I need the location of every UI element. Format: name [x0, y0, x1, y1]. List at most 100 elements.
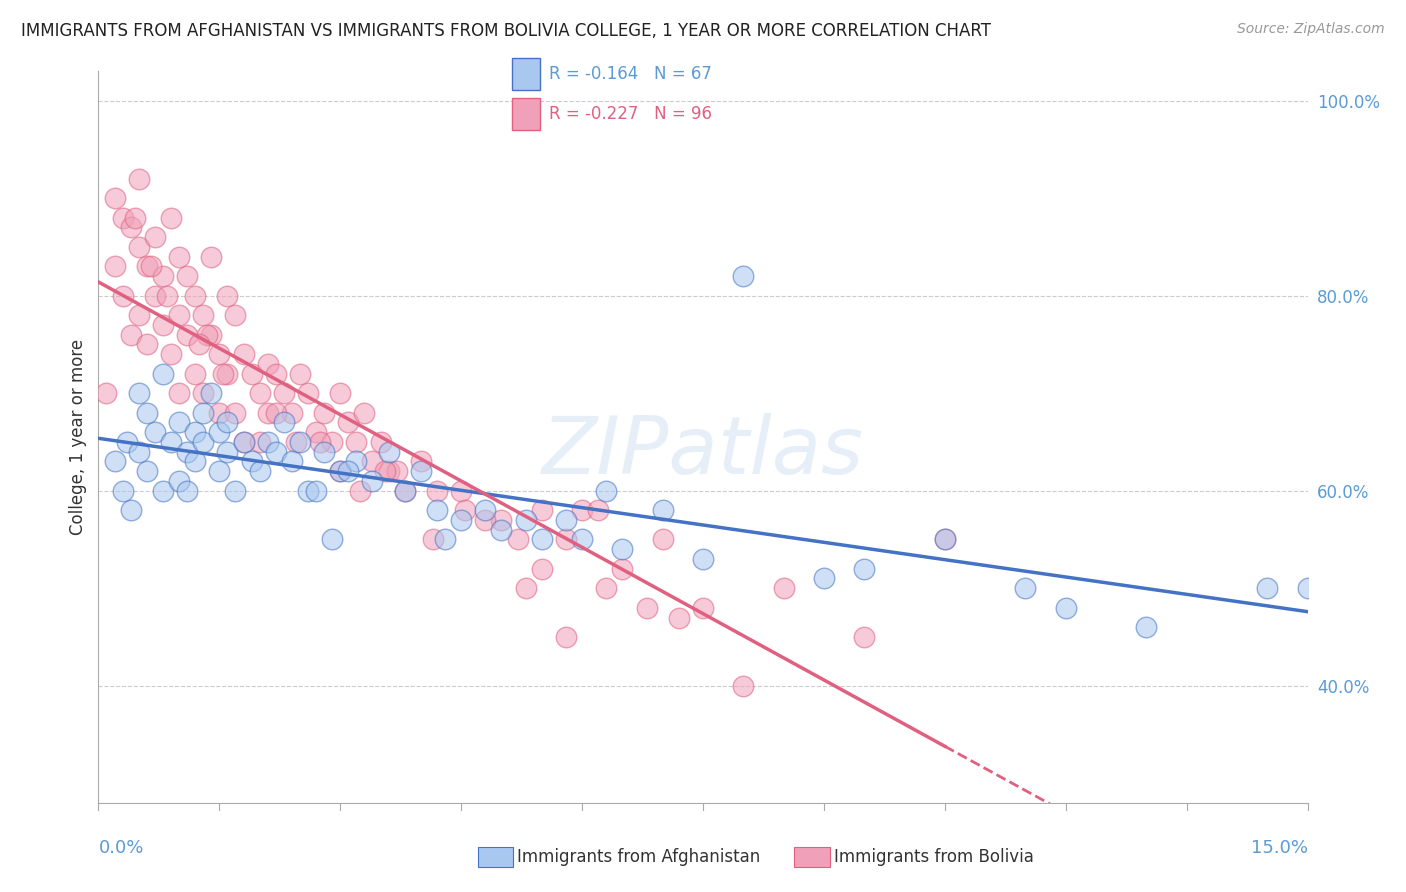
Point [240, 367, 263, 381]
Point [193, 434, 215, 449]
Point [143, 288, 166, 302]
Y-axis label: College, 1 year or more: College, 1 year or more [69, 339, 87, 535]
Point [208, 406, 231, 420]
Text: Source: ZipAtlas.com: Source: ZipAtlas.com [1237, 22, 1385, 37]
Point [530, 533, 553, 547]
Point [193, 406, 215, 420]
Point [103, 260, 125, 274]
Point [321, 434, 343, 449]
Point [167, 474, 190, 488]
Point [361, 474, 384, 488]
Point [934, 533, 956, 547]
Point [152, 318, 174, 332]
Point [281, 454, 304, 468]
Point [337, 416, 360, 430]
Point [934, 533, 956, 547]
Point [450, 483, 472, 498]
Point [184, 288, 207, 302]
Point [353, 406, 375, 420]
Point [152, 483, 174, 498]
Point [314, 444, 336, 458]
Bar [512, 97, 540, 130]
Point [256, 357, 278, 371]
Point [329, 386, 352, 401]
Point [491, 513, 513, 527]
Point [853, 630, 876, 644]
Point [143, 425, 166, 440]
Point [853, 562, 876, 576]
Point [103, 191, 125, 205]
Point [772, 581, 794, 595]
Point [692, 552, 714, 566]
Text: Immigrants from Afghanistan: Immigrants from Afghanistan [517, 848, 761, 866]
Text: IMMIGRANTS FROM AFGHANISTAN VS IMMIGRANTS FROM BOLIVIA COLLEGE, 1 YEAR OR MORE C: IMMIGRANTS FROM AFGHANISTAN VS IMMIGRANT… [21, 22, 991, 40]
Point [208, 425, 231, 440]
Point [309, 434, 332, 449]
Point [256, 406, 278, 420]
Point [361, 454, 384, 468]
Point [160, 211, 183, 225]
Point [555, 513, 578, 527]
Point [200, 386, 222, 401]
Point [264, 444, 287, 458]
Point [193, 308, 215, 322]
Point [176, 327, 198, 342]
Point [115, 434, 138, 449]
Point [595, 581, 617, 595]
Point [344, 454, 367, 468]
Point [668, 610, 690, 624]
Point [120, 220, 142, 235]
Point [128, 386, 150, 401]
Point [434, 533, 457, 547]
Point [733, 269, 755, 284]
Point [1135, 620, 1157, 634]
Point [636, 600, 658, 615]
Point [1054, 600, 1077, 615]
Point [167, 250, 190, 264]
Point [349, 483, 371, 498]
Point [167, 386, 190, 401]
Point [394, 483, 416, 498]
Point [454, 503, 477, 517]
Point [474, 503, 496, 517]
Point [314, 406, 336, 420]
Point [530, 562, 553, 576]
Text: 0.0%: 0.0% [98, 839, 143, 857]
Point [217, 367, 239, 381]
Point [176, 269, 198, 284]
Point [208, 464, 231, 478]
Point [297, 483, 319, 498]
Point [571, 533, 593, 547]
Point [135, 337, 157, 351]
Point [305, 425, 328, 440]
Point [273, 416, 295, 430]
Point [217, 288, 239, 302]
Point [733, 679, 755, 693]
Point [217, 416, 239, 430]
Point [249, 386, 271, 401]
Point [128, 308, 150, 322]
Point [139, 260, 162, 274]
Point [281, 406, 304, 420]
Point [152, 269, 174, 284]
Point [135, 406, 157, 420]
Point [506, 533, 529, 547]
Point [167, 416, 190, 430]
Point [176, 483, 198, 498]
Point [217, 444, 239, 458]
Point [586, 503, 609, 517]
Point [224, 406, 246, 420]
Point [374, 464, 396, 478]
Point [232, 347, 254, 361]
Point [232, 434, 254, 449]
Text: R = -0.227   N = 96: R = -0.227 N = 96 [550, 104, 713, 123]
Text: R = -0.164   N = 67: R = -0.164 N = 67 [550, 65, 713, 83]
Point [212, 367, 235, 381]
Point [515, 581, 537, 595]
Point [96, 386, 118, 401]
Point [184, 454, 207, 468]
Point [135, 464, 157, 478]
Point [426, 503, 449, 517]
Point [344, 434, 367, 449]
Point [813, 572, 835, 586]
